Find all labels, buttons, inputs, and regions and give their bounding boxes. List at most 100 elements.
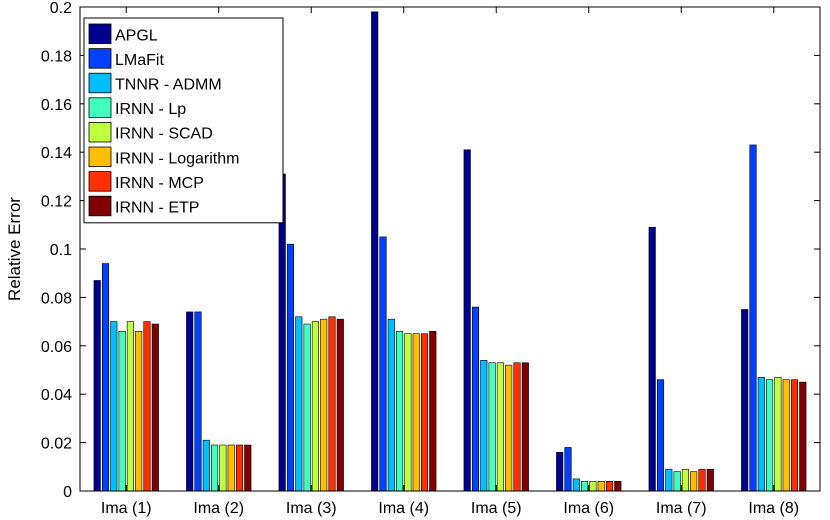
bar-4-series-2 [379,236,387,492]
x-tick-label: Ima (2) [193,500,244,517]
y-tick-label: 0.1 [50,242,72,259]
bar-1-series-6 [135,330,143,492]
bar-1-series-7 [143,321,151,492]
legend-swatch [88,72,112,94]
legend-label: IRNN - SCAD [115,126,213,143]
bar-4-series-3 [387,318,395,492]
x-tick-label: Ima (3) [286,500,337,517]
bars-layer [93,11,807,492]
y-tick-label: 0.04 [41,387,72,404]
legend-swatch [88,23,112,45]
bar-3-series-3 [295,316,303,492]
bar-6-series-5 [589,481,597,492]
bar-7-series-5 [681,468,689,492]
bar-5-series-5 [496,362,504,492]
bar-7-series-7 [698,468,706,492]
legend-swatch [88,122,112,143]
bar-8-series-4 [766,379,774,492]
bar-3-series-5 [311,321,319,492]
x-tick-label: Ima (1) [101,500,152,517]
bar-8-series-8 [799,381,807,492]
bar-5-series-6 [505,364,513,492]
bar-5-series-8 [521,362,529,492]
bar-1-series-8 [151,323,159,492]
legend-swatch [88,48,112,69]
bar-4-series-8 [429,330,437,492]
bar-7-series-4 [673,471,681,492]
bar-8-series-1 [741,309,749,492]
y-tick-label: 0.2 [50,0,72,17]
legend-swatch [88,97,112,118]
bar-8-series-3 [757,376,765,492]
bar-6-series-3 [572,478,580,492]
bar-5-series-1 [463,149,471,492]
y-tick-label: 0.12 [41,194,72,211]
bar-8-series-2 [749,144,757,492]
bar-2-series-5 [219,444,227,492]
bar-2-series-4 [211,444,219,492]
bar-3-series-8 [336,318,344,492]
bar-2-series-7 [235,444,244,492]
y-tick-label: 0.06 [41,339,72,356]
y-tick-label: 0.14 [41,145,72,162]
x-tick-label: Ima (7) [656,500,707,517]
bar-3-series-4 [303,323,311,492]
bar-4-series-5 [404,333,412,492]
bar-8-series-5 [774,376,782,492]
bar-6-series-6 [597,481,605,492]
legend-label: TNNR - ADMM [115,77,222,94]
bar-6-series-7 [605,481,614,492]
legend-label: IRNN - Lp [115,101,186,118]
x-tick-label: Ima (5) [471,500,522,517]
x-tick-label: Ima (8) [748,500,799,517]
bar-5-series-3 [480,360,488,492]
bar-1-series-4 [118,330,126,492]
bar-2-series-3 [202,439,210,492]
bar-5-series-2 [471,306,480,492]
legend-swatch [88,195,112,217]
bar-4-series-7 [420,333,429,492]
legend-label: LMaFit [115,52,164,69]
bar-1-series-2 [101,263,110,492]
bar-5-series-7 [513,362,521,492]
legend: APGL LMaFit TNNR - ADMM IRNN - Lp IRNN - SCA… [83,17,284,224]
bar-1-series-5 [126,321,134,492]
legend-box [83,17,284,224]
bar-7-series-8 [706,468,714,492]
bar-1-series-3 [110,321,118,492]
bar-2-series-6 [227,444,235,492]
bar-1-series-1 [93,280,101,492]
bar-6-series-4 [581,481,589,492]
x-tick-label: Ima (6) [563,500,614,517]
y-axis-title: Relative Error [5,197,24,301]
bar-3-series-6 [320,318,328,492]
y-tick-label: 0.16 [41,97,72,114]
bar-4-series-4 [396,330,404,492]
bar-6-series-8 [614,481,622,492]
bar-6-series-1 [556,451,564,492]
bar-5-series-4 [488,362,496,492]
legend-label: IRNN - MCP [115,175,204,192]
bar-7-series-3 [665,468,673,492]
legend-label: APGL [115,27,158,44]
x-tick-label: Ima (4) [378,500,429,517]
bar-3-series-2 [286,243,295,492]
bar-7-series-1 [648,226,656,492]
bar-2-series-8 [244,444,252,492]
legend-swatch [88,171,112,192]
bar-7-series-2 [656,379,665,492]
bar-3-series-7 [328,316,336,492]
bar-8-series-7 [790,379,799,492]
bar-8-series-6 [782,379,790,492]
y-tick-label: 0 [63,484,72,501]
bar-4-series-1 [371,11,379,492]
legend-label: IRNN - Logarithm [115,150,239,167]
y-tick-label: 0.08 [41,290,72,307]
legend-swatch [88,146,112,168]
bar-7-series-6 [690,471,698,492]
bar-2-series-1 [186,311,194,492]
bar-6-series-2 [564,447,572,492]
bar-4-series-6 [412,333,420,492]
